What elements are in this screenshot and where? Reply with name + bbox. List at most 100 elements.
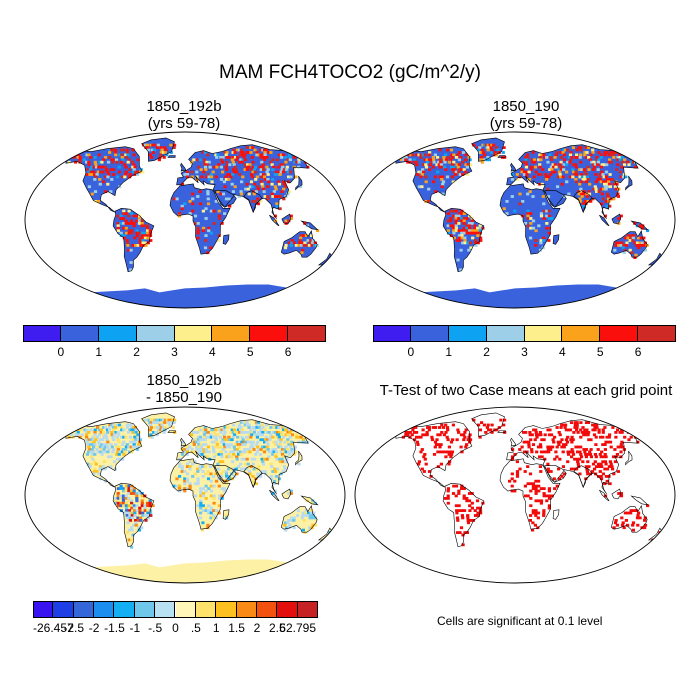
grid-cell xyxy=(582,192,586,196)
grid-cell xyxy=(107,173,111,176)
grid-cell xyxy=(632,153,636,157)
grid-cell xyxy=(467,224,472,228)
grid-cell xyxy=(95,470,99,473)
grid-cell xyxy=(562,158,567,162)
grid-cell xyxy=(267,151,271,154)
grid-cell xyxy=(168,423,172,427)
grid-cell xyxy=(212,514,216,517)
grid-cell xyxy=(280,433,284,437)
grid-cell xyxy=(600,450,604,454)
grid-cell xyxy=(305,244,309,247)
grid-cell xyxy=(130,212,134,215)
grid-cell xyxy=(181,448,185,451)
grid-cell xyxy=(233,185,237,189)
grid-cell xyxy=(611,467,615,471)
grid-cell xyxy=(466,521,471,525)
grid-cell xyxy=(624,519,628,522)
grid-cell xyxy=(316,229,320,233)
grid-cell xyxy=(268,438,272,442)
grid-cell xyxy=(127,431,131,434)
grid-cell xyxy=(92,445,96,449)
colorbar-case2-swatch xyxy=(486,325,525,342)
grid-cell xyxy=(250,175,254,179)
grid-cell xyxy=(224,178,228,181)
grid-cell xyxy=(478,224,482,228)
grid-cell xyxy=(153,426,157,429)
grid-cell xyxy=(542,202,546,206)
land-arabia xyxy=(544,190,567,208)
grid-cell xyxy=(197,450,201,454)
grid-cell xyxy=(129,499,134,503)
grid-cell xyxy=(564,148,568,152)
grid-cell xyxy=(99,465,103,468)
coastline-iceland xyxy=(497,430,506,433)
grid-cell xyxy=(135,494,139,498)
grid-cell xyxy=(487,146,491,149)
grid-cell xyxy=(619,445,623,449)
grid-cell xyxy=(124,156,129,159)
grid-cell xyxy=(281,426,285,429)
grid-cell xyxy=(465,231,469,235)
grid-cell xyxy=(476,241,480,245)
grid-cell xyxy=(115,175,120,179)
grid-cell xyxy=(625,160,629,164)
grid-cell xyxy=(581,460,585,464)
grid-cell xyxy=(136,244,140,247)
grid-cell xyxy=(462,168,466,171)
grid-cell xyxy=(178,465,182,468)
grid-cell xyxy=(146,509,150,512)
grid-cell xyxy=(185,173,189,176)
grid-cell xyxy=(94,163,98,167)
grid-cell xyxy=(562,423,566,427)
grid-cell xyxy=(235,472,239,476)
grid-cell xyxy=(489,151,493,154)
grid-cell xyxy=(619,443,623,446)
grid-cell xyxy=(225,443,229,446)
grid-cell xyxy=(89,438,93,442)
grid-cell xyxy=(639,236,643,240)
coastline-sumatra xyxy=(599,214,610,227)
grid-cell xyxy=(236,450,240,454)
colorbar-case2-tick-label: 3 xyxy=(521,345,528,359)
grid-cell xyxy=(204,207,208,211)
grid-cell xyxy=(117,445,121,449)
grid-cell xyxy=(298,185,303,189)
grid-cell xyxy=(605,467,610,471)
grid-cell xyxy=(198,428,202,432)
grid-cell xyxy=(486,423,490,427)
grid-cell xyxy=(201,487,205,490)
grid-cell xyxy=(446,501,450,505)
grid-cell xyxy=(90,173,94,176)
grid-cell xyxy=(463,531,467,534)
grid-cell xyxy=(539,214,544,218)
grid-cell xyxy=(302,244,306,247)
grid-cell xyxy=(620,165,624,169)
grid-cell xyxy=(560,445,564,449)
grid-cell xyxy=(217,484,221,488)
grid-cell xyxy=(297,462,301,466)
grid-cell xyxy=(236,428,240,432)
grid-cell xyxy=(423,453,427,456)
grid-cell xyxy=(443,450,447,454)
grid-cell xyxy=(576,462,580,466)
grid-cell xyxy=(490,143,494,147)
grid-cell xyxy=(94,438,98,442)
grid-cell xyxy=(224,153,228,157)
grid-cell xyxy=(531,151,535,154)
grid-cell xyxy=(286,180,291,184)
grid-cell xyxy=(261,426,265,429)
grid-cell xyxy=(116,431,120,434)
grid-cell xyxy=(584,180,588,184)
grid-cell xyxy=(111,435,115,439)
grid-cell xyxy=(134,428,138,432)
grid-cell xyxy=(196,195,200,198)
grid-cell xyxy=(230,438,234,442)
grid-cell xyxy=(457,504,461,508)
grid-cell xyxy=(412,160,416,164)
grid-cell xyxy=(542,236,546,240)
grid-cell xyxy=(543,156,547,159)
grid-cell xyxy=(228,173,232,176)
grid-cell xyxy=(461,173,465,176)
grid-cell xyxy=(459,248,463,252)
grid-cell xyxy=(273,214,277,218)
